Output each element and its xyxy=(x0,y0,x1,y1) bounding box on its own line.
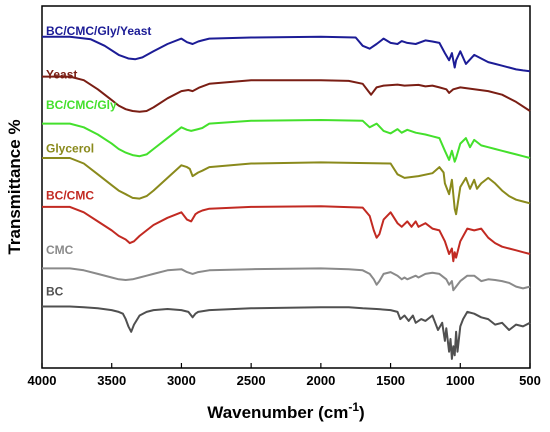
y-axis-title: Transmittance % xyxy=(5,119,24,254)
plot-frame xyxy=(41,5,531,369)
x-axis-title-main: Wavenumber (cm xyxy=(207,403,348,422)
series-label-yeast: Yeast xyxy=(46,67,77,81)
series-lines xyxy=(42,35,531,360)
series-labels: BC/CMC/Gly/Yeast Yeast BC/CMC/Gly Glycerol B… xyxy=(46,24,151,299)
x-axis-ticks: 4000 3500 3000 2500 2000 1500 1000 500 xyxy=(28,363,541,388)
x-tick-label: 1000 xyxy=(446,373,475,388)
series-label-bc-cmc-gly-yeast: BC/CMC/Gly/Yeast xyxy=(46,24,151,38)
x-tick-label: 2000 xyxy=(306,373,335,388)
x-tick-label: 2500 xyxy=(237,373,266,388)
series-line-yeast xyxy=(42,75,531,113)
x-tick-label: 3000 xyxy=(167,373,196,388)
series-line-bc xyxy=(42,305,531,360)
x-axis-title: Wavenumber (cm-1) xyxy=(207,400,364,422)
series-line-bc-cmc-gly xyxy=(42,119,531,163)
series-line-bc-cmc-gly-yeast xyxy=(42,35,531,73)
series-label-cmc: CMC xyxy=(46,243,74,257)
series-label-bc: BC xyxy=(46,285,64,299)
x-axis-title-superscript: -1 xyxy=(348,400,359,414)
series-line-cmc xyxy=(42,267,531,292)
x-tick-label: 3500 xyxy=(97,373,126,388)
x-axis-title-suffix: ) xyxy=(359,403,365,422)
series-label-glycerol: Glycerol xyxy=(46,142,94,156)
x-tick-label: 500 xyxy=(519,373,541,388)
series-label-bc-cmc: BC/CMC xyxy=(46,189,94,203)
series-label-bc-cmc-gly: BC/CMC/Gly xyxy=(46,98,117,112)
series-line-bc-cmc xyxy=(42,205,531,263)
x-tick-label: 4000 xyxy=(28,373,57,388)
series-line-glycerol xyxy=(42,157,531,216)
x-tick-label: 1500 xyxy=(376,373,405,388)
